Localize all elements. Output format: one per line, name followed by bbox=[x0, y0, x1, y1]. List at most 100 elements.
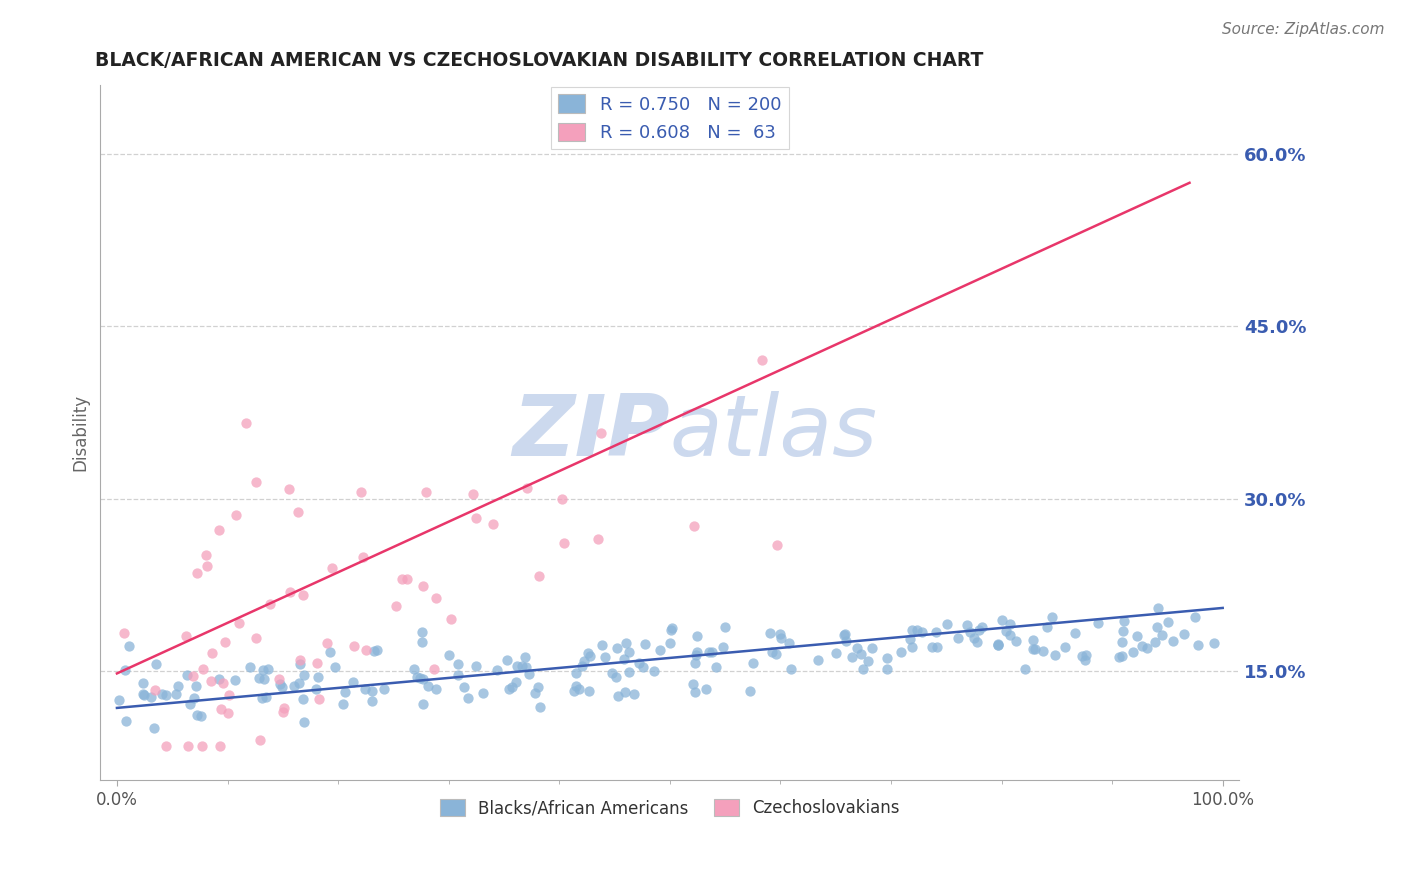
Point bbox=[1112, 624, 1135, 638]
Point bbox=[352, 550, 374, 565]
Point bbox=[112, 626, 135, 640]
Point bbox=[1122, 645, 1144, 659]
Point bbox=[269, 672, 291, 686]
Point bbox=[411, 625, 433, 640]
Point bbox=[1032, 644, 1054, 658]
Point bbox=[385, 599, 408, 613]
Point bbox=[114, 663, 136, 677]
Point bbox=[217, 706, 239, 720]
Point bbox=[1111, 635, 1133, 649]
Point bbox=[987, 638, 1010, 652]
Point bbox=[682, 677, 704, 691]
Point bbox=[143, 721, 166, 735]
Point bbox=[167, 679, 190, 693]
Point bbox=[224, 673, 246, 688]
Point bbox=[208, 523, 231, 537]
Point bbox=[876, 662, 898, 676]
Point bbox=[562, 684, 585, 698]
Point bbox=[628, 656, 651, 670]
Point bbox=[1112, 614, 1135, 628]
Point bbox=[280, 584, 302, 599]
Point bbox=[273, 701, 295, 715]
Point bbox=[228, 616, 250, 631]
Point bbox=[218, 689, 240, 703]
Text: ZIP: ZIP bbox=[512, 392, 669, 475]
Point bbox=[959, 625, 981, 640]
Point bbox=[254, 690, 277, 704]
Point bbox=[290, 653, 312, 667]
Point bbox=[269, 677, 291, 691]
Point bbox=[356, 643, 378, 657]
Point bbox=[482, 517, 505, 532]
Point bbox=[589, 425, 612, 440]
Point bbox=[177, 739, 200, 753]
Point bbox=[553, 536, 575, 550]
Point bbox=[956, 618, 979, 632]
Point bbox=[769, 626, 792, 640]
Point bbox=[659, 623, 682, 637]
Point bbox=[472, 685, 495, 699]
Point bbox=[447, 668, 470, 682]
Point bbox=[605, 670, 627, 684]
Point bbox=[935, 617, 957, 632]
Point bbox=[250, 691, 273, 706]
Point bbox=[713, 640, 735, 654]
Legend: Blacks/African Americans, Czechoslovakians: Blacks/African Americans, Czechoslovakia… bbox=[433, 793, 907, 824]
Point bbox=[860, 641, 883, 656]
Point bbox=[740, 683, 762, 698]
Point bbox=[373, 681, 395, 696]
Point bbox=[571, 658, 593, 673]
Point bbox=[568, 682, 591, 697]
Point bbox=[623, 687, 645, 701]
Point bbox=[643, 664, 665, 678]
Point bbox=[409, 671, 432, 685]
Point bbox=[901, 623, 924, 637]
Point bbox=[1144, 634, 1167, 648]
Point bbox=[447, 657, 470, 672]
Point bbox=[648, 642, 671, 657]
Point bbox=[342, 674, 364, 689]
Point bbox=[898, 632, 921, 647]
Point bbox=[209, 702, 232, 716]
Point bbox=[606, 690, 628, 704]
Point bbox=[1004, 633, 1026, 648]
Point bbox=[498, 681, 520, 696]
Point bbox=[1024, 642, 1046, 657]
Point bbox=[283, 679, 305, 693]
Point bbox=[501, 681, 523, 695]
Point bbox=[249, 733, 271, 747]
Point bbox=[253, 673, 276, 687]
Point bbox=[578, 646, 600, 660]
Point bbox=[704, 660, 727, 674]
Point bbox=[461, 486, 484, 500]
Point bbox=[360, 694, 382, 708]
Point bbox=[606, 641, 628, 656]
Point bbox=[457, 690, 479, 705]
Point bbox=[969, 623, 991, 637]
Point bbox=[1076, 648, 1098, 662]
Point bbox=[921, 640, 943, 654]
Point bbox=[201, 646, 224, 660]
Point bbox=[200, 674, 222, 689]
Point bbox=[987, 638, 1010, 652]
Point bbox=[245, 475, 267, 490]
Point bbox=[1021, 642, 1043, 657]
Point bbox=[1163, 633, 1185, 648]
Point bbox=[134, 688, 156, 702]
Point bbox=[617, 645, 640, 659]
Point bbox=[588, 533, 610, 547]
Point bbox=[418, 679, 440, 693]
Point bbox=[991, 613, 1014, 627]
Point bbox=[259, 597, 281, 611]
Point bbox=[132, 676, 155, 690]
Text: BLACK/AFRICAN AMERICAN VS CZECHOSLOVAKIAN DISABILITY CORRELATION CHART: BLACK/AFRICAN AMERICAN VS CZECHOSLOVAKIA… bbox=[94, 51, 983, 70]
Point bbox=[780, 662, 803, 676]
Point bbox=[852, 662, 875, 676]
Point bbox=[834, 627, 856, 641]
Point bbox=[176, 667, 198, 681]
Point bbox=[191, 739, 214, 753]
Point bbox=[423, 662, 446, 676]
Point bbox=[1070, 648, 1092, 663]
Point bbox=[963, 631, 986, 645]
Point bbox=[1150, 628, 1173, 642]
